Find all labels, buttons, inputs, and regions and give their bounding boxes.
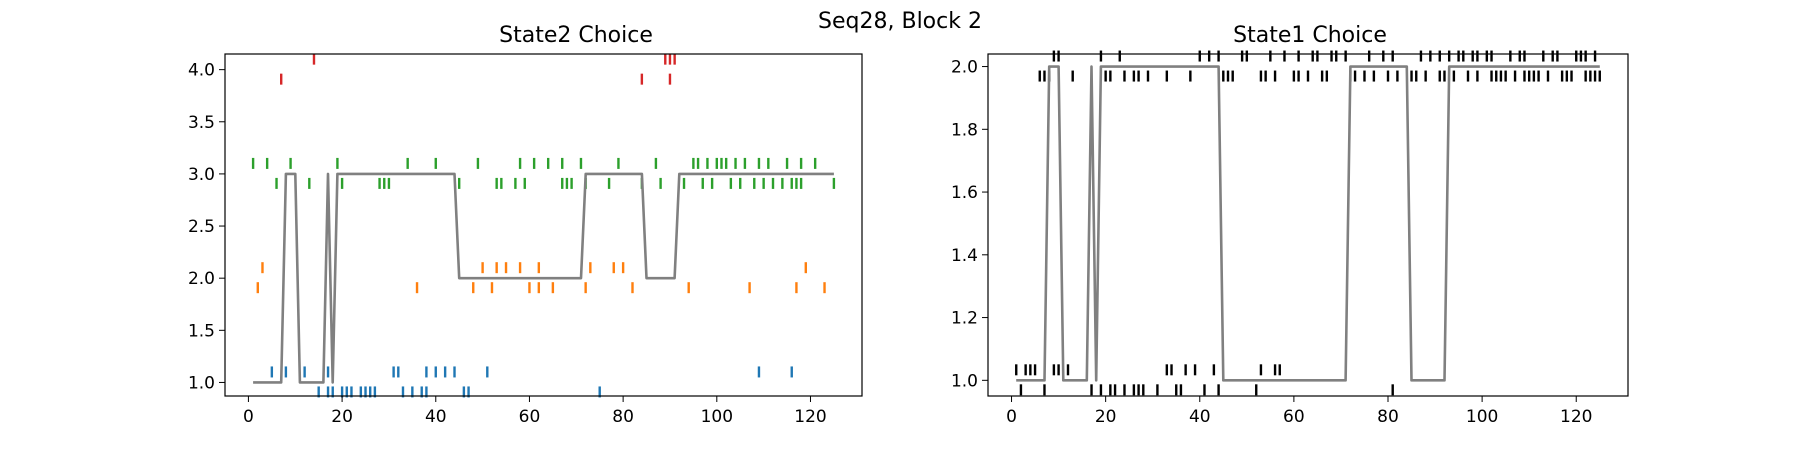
chart-axes-state2: 0 20 40 60 80 100 120 1.0 1.5 2.0 2.5 3.0 3.5 4.0 <box>188 61 827 427</box>
chart-state1-choice: State1 Choice 0 20 40 60 80 100 120 1.0 1.2 1.4 1.… <box>951 23 1629 427</box>
choice-line-state1 <box>1016 65 1600 382</box>
choice-line-state2 <box>253 172 834 384</box>
y-tick-label: 3.5 <box>188 113 215 133</box>
y-tick-label: 1.5 <box>188 321 215 341</box>
y-tick-label: 1.8 <box>951 120 978 140</box>
chart-title-state2-choice: State2 Choice <box>499 23 653 48</box>
y-tick-label: 1.2 <box>951 309 978 329</box>
x-tick-label: 40 <box>1189 407 1211 427</box>
x-tick-label: 80 <box>612 407 634 427</box>
x-tick-label: 60 <box>1283 407 1305 427</box>
y-tick-label: 2.5 <box>188 217 215 237</box>
y-tick-label: 2.0 <box>188 269 215 289</box>
plot-frame-state1 <box>987 53 1629 397</box>
chart-state2-choice: State2 Choice 0 20 40 60 80 100 120 1.0 1.5 2.0 2.… <box>188 23 863 427</box>
chart-marks-state2 <box>251 53 836 398</box>
y-tick-label: 2.0 <box>951 58 978 78</box>
figure-suptitle: Seq28, Block 2 <box>818 9 982 34</box>
x-tick-label: 20 <box>1095 407 1117 427</box>
x-tick-label: 120 <box>794 407 826 427</box>
y-tick-label: 3.0 <box>188 165 215 185</box>
y-tick-label: 1.6 <box>951 183 978 203</box>
x-tick-label: 60 <box>519 407 541 427</box>
x-tick-label: 80 <box>1377 407 1399 427</box>
x-tick-label: 100 <box>701 407 733 427</box>
chart-title-state1-choice: State1 Choice <box>1233 23 1387 48</box>
x-tick-label: 120 <box>1560 407 1592 427</box>
x-tick-label: 0 <box>243 407 254 427</box>
chart-marks-state1 <box>1015 50 1601 396</box>
y-tick-label: 1.0 <box>188 373 215 393</box>
chart-axes-state1: 0 20 40 60 80 100 120 1.0 1.2 1.4 1.6 1.8 2.0 <box>951 58 1593 427</box>
x-tick-label: 40 <box>425 407 447 427</box>
y-tick-label: 1.4 <box>951 246 978 266</box>
x-tick-label: 20 <box>331 407 353 427</box>
x-tick-label: 0 <box>1006 407 1017 427</box>
plot-frame-state2 <box>224 53 863 397</box>
y-tick-label: 4.0 <box>188 61 215 81</box>
x-tick-label: 100 <box>1466 407 1498 427</box>
y-tick-label: 1.0 <box>951 371 978 391</box>
